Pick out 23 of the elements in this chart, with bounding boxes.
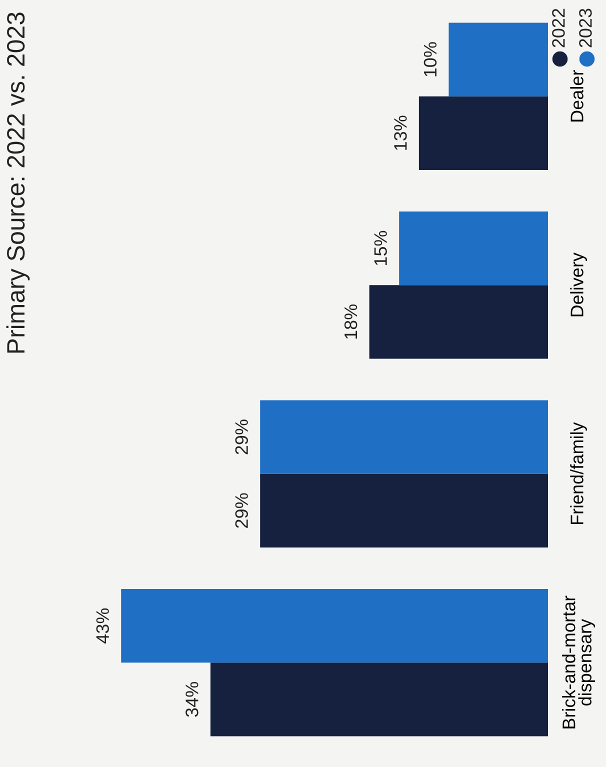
bar [369,285,548,359]
data-label: 15% [374,230,387,266]
data-label: 34% [186,682,198,717]
bar [448,22,548,96]
text: 2023 [579,8,592,48]
bar [260,474,548,548]
y-tick-label: Brick-and-mortar dispensary [562,596,596,728]
bar [121,589,548,663]
bar [210,662,548,736]
bar [418,96,548,170]
y-tick-label: Delivery [570,252,587,316]
bar [260,400,548,474]
data-label: 29% [235,420,248,454]
y-tick-label: Friend/family [570,422,587,524]
y-tick-label: Dealer [570,70,584,122]
data-label: 13% [394,116,407,150]
data-label: 43% [96,608,110,644]
data-label: 29% [235,493,248,528]
bar [399,212,548,286]
data-label: 18% [344,304,358,339]
text: Primary Source: 2022 vs. 2023 [6,12,30,353]
data-label: 10% [424,42,437,76]
text: 2022 [552,8,565,48]
